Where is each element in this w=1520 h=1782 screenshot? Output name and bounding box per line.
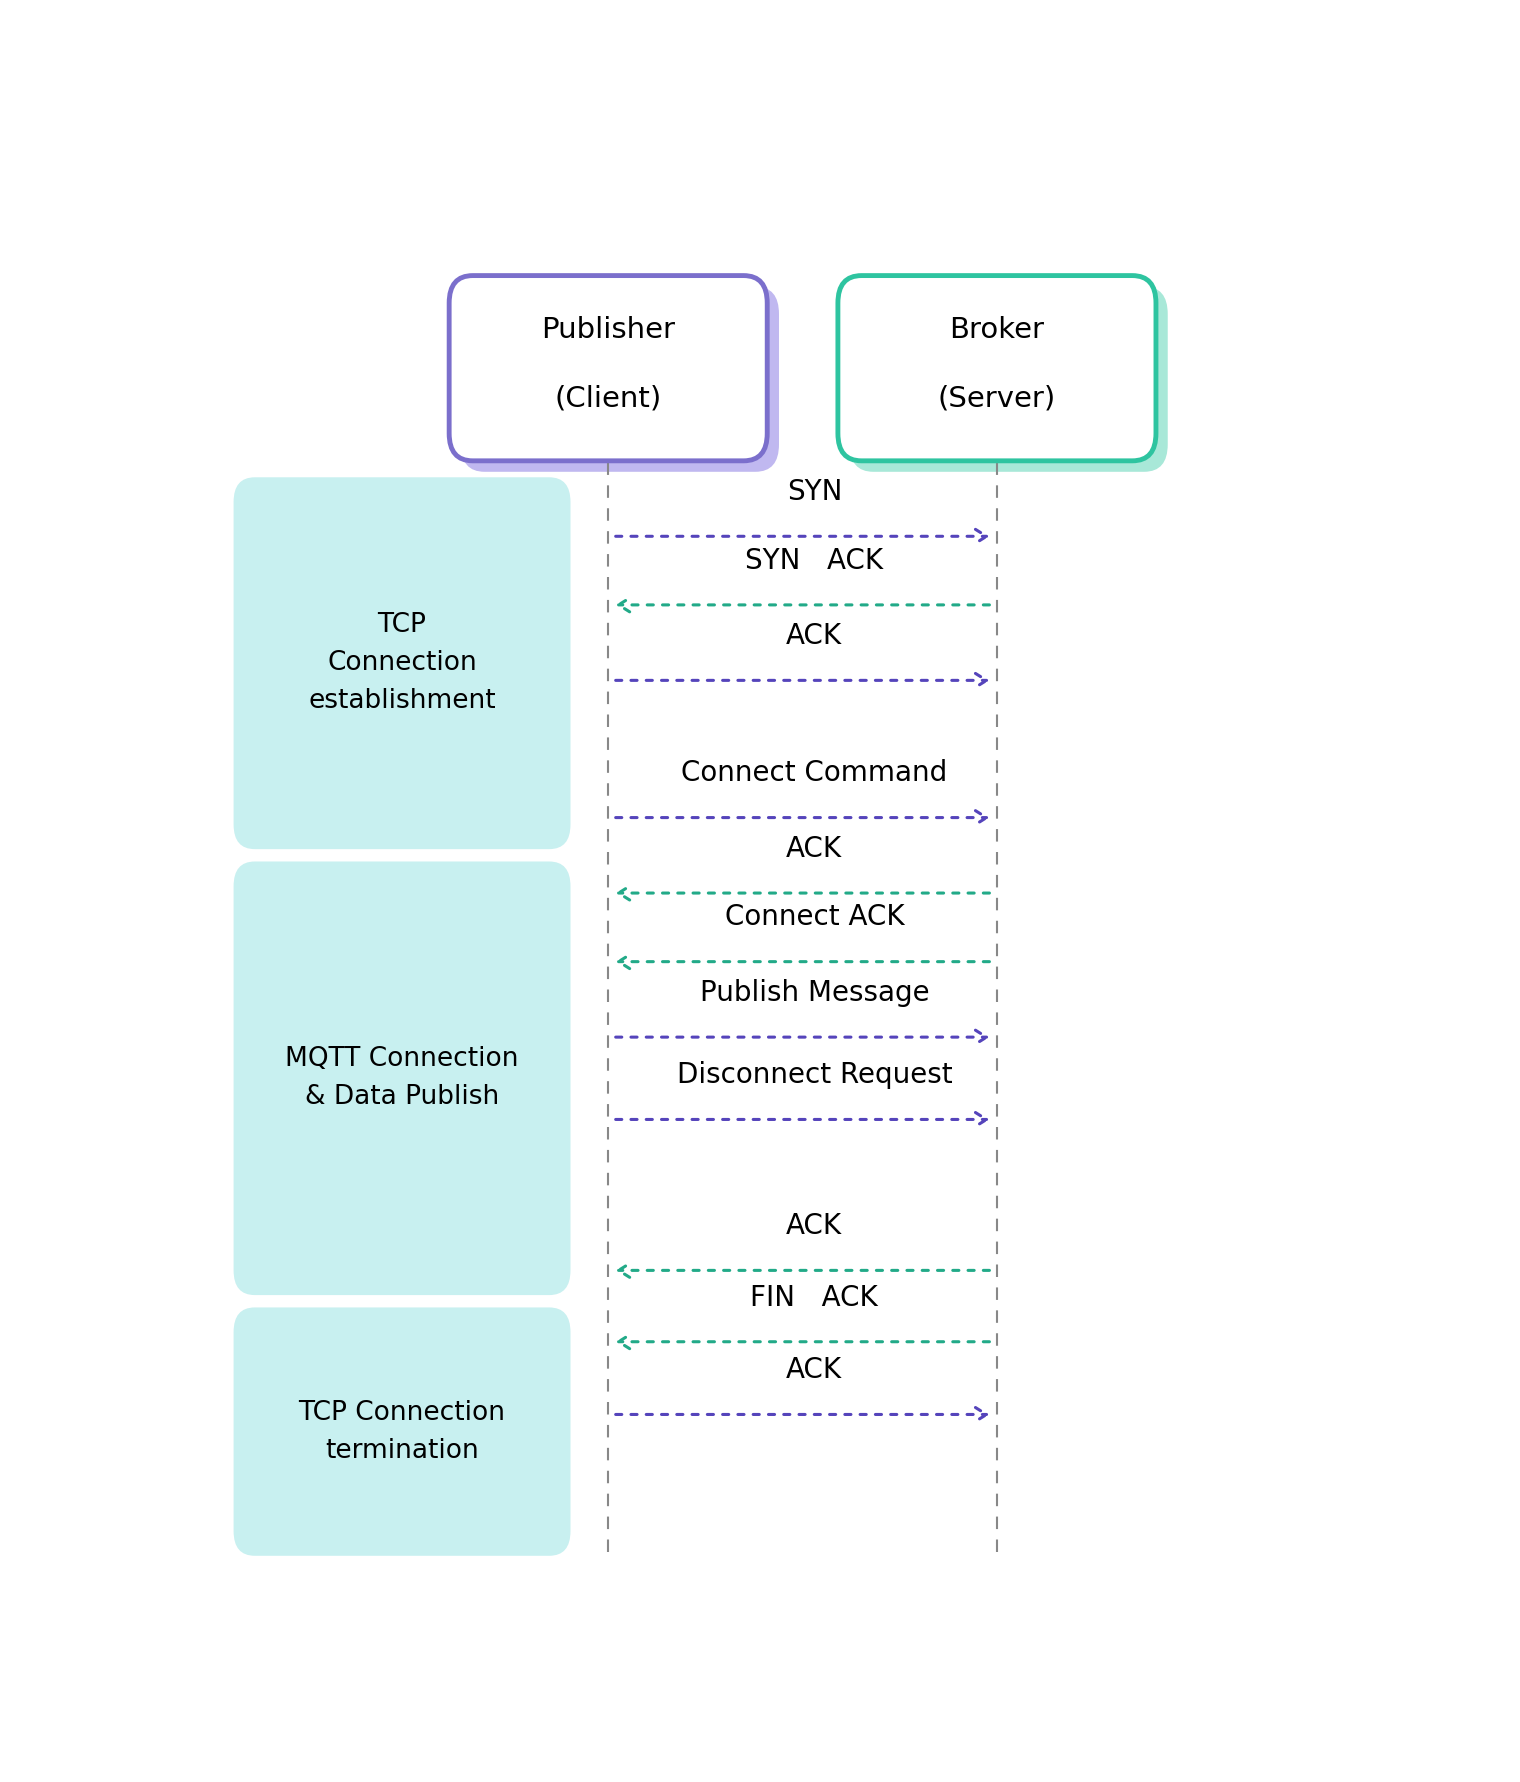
Text: Connect Command: Connect Command [681,759,947,788]
FancyBboxPatch shape [461,287,778,472]
Text: Connect ACK: Connect ACK [725,903,904,932]
FancyBboxPatch shape [838,276,1155,462]
FancyBboxPatch shape [450,276,768,462]
FancyBboxPatch shape [850,287,1167,472]
Text: ACK: ACK [786,1212,842,1240]
Text: SYN   ACK: SYN ACK [745,547,883,576]
Text: TCP
Connection
establishment: TCP Connection establishment [309,613,496,715]
Text: Publish Message: Publish Message [699,978,929,1007]
FancyBboxPatch shape [234,478,570,850]
Text: TCP Connection
termination: TCP Connection termination [298,1399,506,1463]
FancyBboxPatch shape [234,1308,570,1556]
Text: (Server): (Server) [938,385,1056,412]
Text: (Client): (Client) [555,385,661,412]
Text: MQTT Connection
& Data Publish: MQTT Connection & Data Publish [286,1046,518,1110]
FancyBboxPatch shape [234,861,570,1296]
Text: SYN: SYN [787,478,842,506]
Text: Broker: Broker [950,315,1044,344]
Text: Disconnect Request: Disconnect Request [676,1062,952,1089]
Text: FIN   ACK: FIN ACK [751,1283,879,1312]
Text: ACK: ACK [786,1356,842,1385]
Text: ACK: ACK [786,834,842,862]
Text: ACK: ACK [786,622,842,650]
Text: Publisher: Publisher [541,315,675,344]
